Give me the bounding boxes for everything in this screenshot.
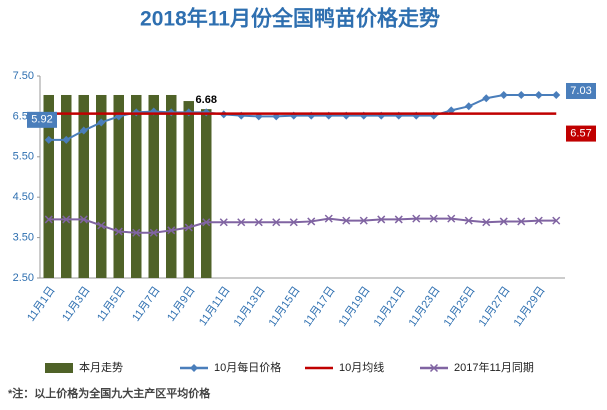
bar bbox=[201, 109, 212, 279]
bar bbox=[131, 94, 142, 278]
point bbox=[62, 135, 71, 144]
point bbox=[132, 228, 141, 237]
point bbox=[219, 218, 228, 227]
point bbox=[97, 118, 106, 127]
y-tick-label: 3.50 bbox=[13, 232, 34, 244]
x-tick-label: 11月29日 bbox=[512, 285, 548, 329]
x-tick-label: 11月19日 bbox=[337, 285, 373, 329]
point bbox=[534, 90, 543, 99]
point bbox=[307, 217, 316, 226]
data-label: 6.57 bbox=[570, 127, 591, 139]
bar bbox=[96, 94, 107, 278]
legend-label: 本月走势 bbox=[79, 360, 123, 374]
point bbox=[202, 218, 211, 227]
x-tick-label: 11月9日 bbox=[165, 285, 198, 324]
point bbox=[167, 226, 176, 235]
point bbox=[482, 218, 491, 227]
point bbox=[517, 90, 526, 99]
point bbox=[79, 126, 88, 135]
point bbox=[464, 102, 473, 111]
bar bbox=[113, 94, 124, 278]
data-label-box bbox=[27, 111, 57, 128]
data-label: 6.68 bbox=[196, 94, 217, 106]
bar bbox=[148, 94, 159, 278]
point bbox=[149, 228, 158, 237]
point bbox=[499, 217, 508, 226]
x-tick-label: 11月15日 bbox=[267, 285, 303, 329]
point bbox=[447, 214, 456, 223]
point bbox=[552, 90, 561, 99]
line bbox=[48, 93, 557, 141]
legend-label: 2017年11月同期 bbox=[454, 360, 534, 374]
x-tick-label: 11月7日 bbox=[130, 285, 163, 324]
x-tick-label: 11月25日 bbox=[442, 285, 478, 329]
point bbox=[499, 90, 508, 99]
footnote: *注：以上价格为全国九大主产区平均价格 bbox=[8, 386, 211, 400]
point bbox=[394, 215, 403, 224]
y-tick-label: 7.50 bbox=[13, 70, 34, 82]
bar bbox=[43, 94, 54, 278]
x-tick-label: 11月17日 bbox=[302, 285, 338, 329]
point bbox=[517, 217, 526, 226]
x-tick-label: 11月23日 bbox=[407, 285, 443, 329]
point bbox=[272, 218, 281, 227]
x-tick-label: 11月27日 bbox=[477, 285, 513, 329]
point bbox=[429, 214, 438, 223]
x-tick-label: 11月11日 bbox=[197, 285, 233, 329]
y-tick-label: 5.50 bbox=[13, 151, 34, 163]
bar bbox=[183, 101, 194, 278]
y-tick-label: 2.50 bbox=[13, 272, 34, 284]
x-tick-label: 11月21日 bbox=[372, 285, 408, 329]
point bbox=[184, 223, 193, 232]
y-tick-label: 4.50 bbox=[13, 191, 34, 203]
chart-title: 2018年11月份全国鸭苗价格走势 bbox=[140, 7, 440, 31]
point bbox=[254, 218, 263, 227]
data-label-box bbox=[566, 125, 596, 142]
data-label: 7.03 bbox=[570, 85, 591, 97]
line bbox=[48, 217, 557, 234]
point bbox=[44, 135, 53, 144]
point bbox=[342, 216, 351, 225]
point bbox=[114, 227, 123, 236]
legend-label: 10月每日价格 bbox=[214, 360, 281, 374]
data-label-box bbox=[566, 82, 596, 99]
x-tick-label: 11月1日 bbox=[25, 285, 58, 324]
point bbox=[534, 216, 543, 225]
x-tick-label: 11月13日 bbox=[232, 285, 268, 329]
point bbox=[62, 215, 71, 224]
point bbox=[377, 215, 386, 224]
data-label: 5.92 bbox=[31, 114, 52, 126]
x-tick-label: 11月5日 bbox=[95, 285, 128, 324]
point bbox=[190, 364, 198, 372]
x-tick-label: 11月3日 bbox=[60, 285, 93, 324]
point bbox=[552, 216, 561, 225]
point bbox=[324, 214, 333, 223]
point bbox=[359, 216, 368, 225]
legend-label: 10月均线 bbox=[339, 360, 384, 374]
point bbox=[79, 215, 88, 224]
point bbox=[237, 218, 246, 227]
legend-swatch bbox=[45, 363, 73, 373]
point bbox=[97, 221, 106, 230]
point bbox=[44, 215, 53, 224]
bar bbox=[61, 94, 72, 278]
point bbox=[482, 94, 491, 103]
point bbox=[429, 363, 439, 373]
point bbox=[464, 216, 473, 225]
point bbox=[412, 214, 421, 223]
bar bbox=[166, 94, 177, 278]
point bbox=[289, 218, 298, 227]
bar bbox=[78, 94, 89, 278]
